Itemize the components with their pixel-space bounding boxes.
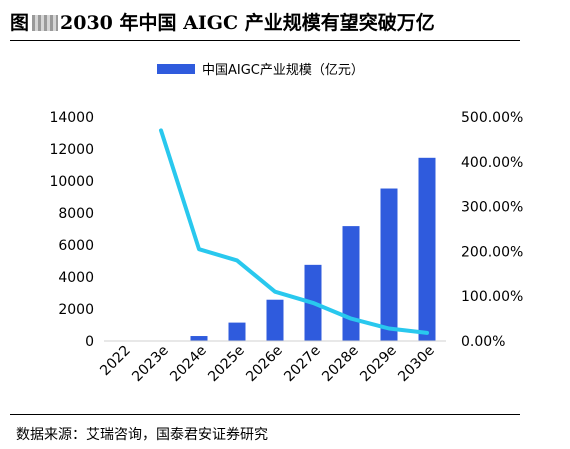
x-tick-label: 2026e <box>243 343 286 386</box>
left-tick-label: 2000 <box>58 302 94 318</box>
x-tick-label: 2029e <box>357 343 400 386</box>
right-tick-label: 0.00% <box>461 334 505 350</box>
right-tick-label: 400.00% <box>461 155 523 171</box>
bar <box>342 226 360 341</box>
right-tick-label: 200.00% <box>461 244 523 260</box>
legend: 中国AIGC产业规模（亿元） <box>157 63 364 78</box>
left-tick-label: 8000 <box>58 206 94 222</box>
x-tick-label: 2028e <box>319 343 362 386</box>
right-tick-label: 500.00% <box>461 110 523 126</box>
legend-swatch <box>157 64 195 74</box>
left-tick-label: 14000 <box>49 110 94 126</box>
source-note: 数据来源：艾瑞咨询，国泰君安证券研究 <box>16 427 268 443</box>
figure-label: 图 <box>10 12 30 34</box>
x-tick-label: 2027e <box>281 343 324 386</box>
figure-title-text: 2030 年中国 AIGC 产业规模有望突破万亿 <box>60 12 435 34</box>
source-rule <box>10 414 520 415</box>
left-tick-label: 4000 <box>58 270 94 286</box>
x-tick-label: 2023e <box>129 343 172 386</box>
bar-series <box>190 157 436 341</box>
right-tick-label: 100.00% <box>461 289 523 305</box>
right-tick-label: 300.00% <box>461 200 523 216</box>
left-tick-label: 10000 <box>49 174 94 190</box>
bar <box>190 336 208 341</box>
left-tick-label: 0 <box>85 334 94 350</box>
legend-label: 中国AIGC产业规模（亿元） <box>202 63 364 78</box>
growth-line <box>159 128 429 335</box>
bar <box>266 299 284 341</box>
x-tick-label: 2025e <box>205 343 248 386</box>
title-rule <box>10 40 520 41</box>
right-axis: 0.00% 100.00% 200.00% 300.00% 400.00% 500.00% <box>461 110 523 350</box>
bar <box>228 322 246 341</box>
left-tick-label: 12000 <box>49 142 94 158</box>
bar <box>380 188 398 341</box>
left-tick-label: 6000 <box>58 238 94 254</box>
x-tick-label: 2024e <box>167 343 210 386</box>
left-axis: 0 2000 4000 6000 8000 10000 12000 14000 <box>49 110 94 350</box>
x-axis-labels: 20222023e2024e2025e2026e2027e2028e2029e2… <box>97 343 438 386</box>
bar <box>418 157 436 341</box>
x-tick-label: 2030e <box>395 343 438 386</box>
figure-title: 图 2030 年中国 AIGC 产业规模有望突破万亿 <box>10 8 435 35</box>
redacted-number <box>32 15 59 31</box>
